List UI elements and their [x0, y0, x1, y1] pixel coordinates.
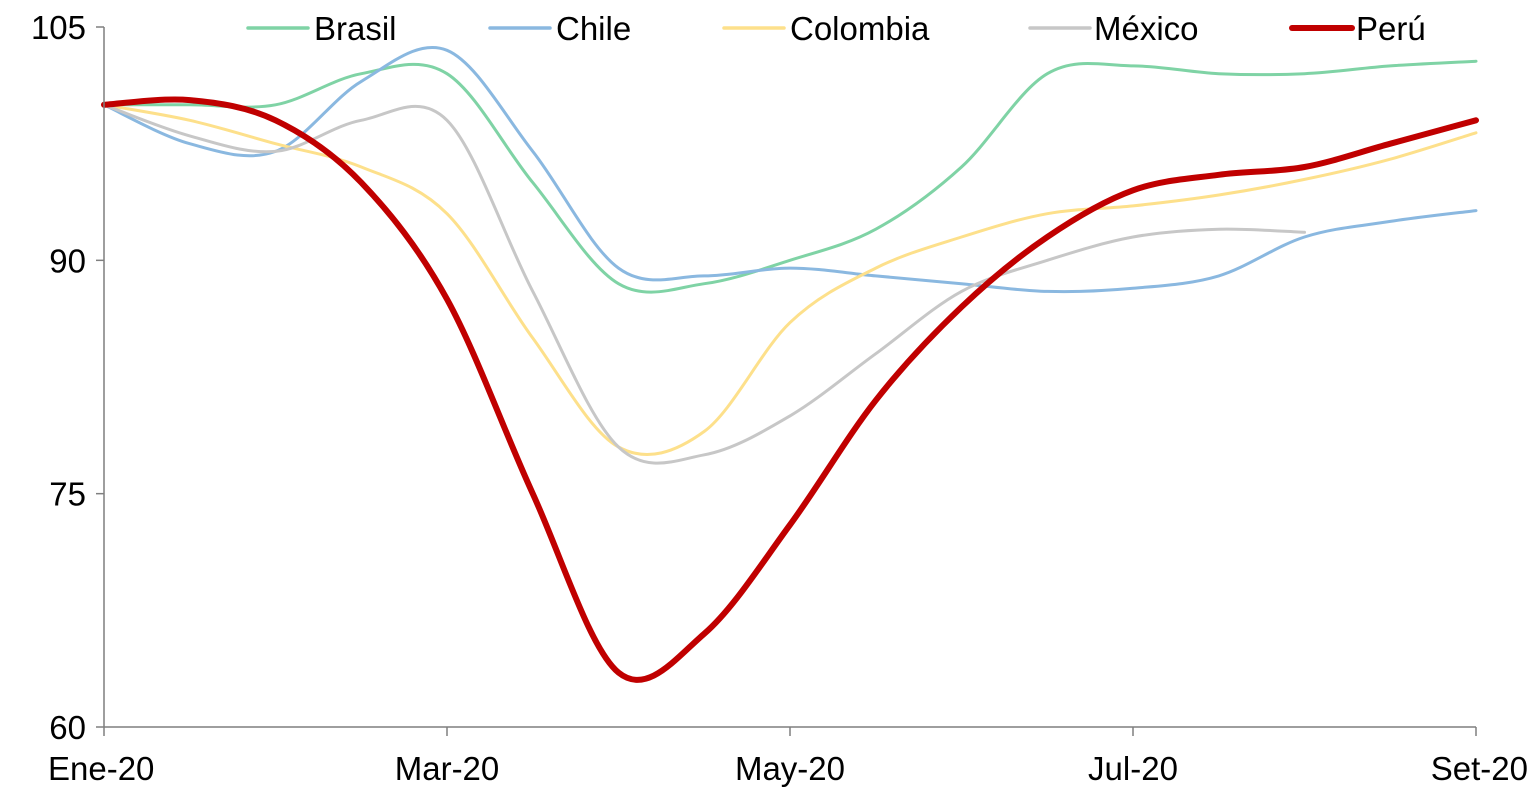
y-tick-label: 75 [49, 476, 86, 513]
y-tick-label: 60 [49, 709, 86, 746]
series-line-peru [101, 96, 1479, 683]
x-tick-label: Set-20 [1431, 750, 1528, 787]
y-tick-label: 105 [31, 9, 86, 46]
legend-label-mexico: México [1094, 10, 1199, 47]
series-line-chile [102, 45, 1478, 294]
x-tick-label: Jul-20 [1088, 750, 1178, 787]
x-tick-label: May-20 [735, 750, 845, 787]
legend: Brasil Chile Colombia México Perú [246, 10, 1426, 47]
legend-label-colombia: Colombia [790, 10, 930, 47]
legend-label-peru: Perú [1356, 10, 1426, 47]
y-tick-label: 90 [49, 242, 86, 279]
x-tick-label: Ene-20 [48, 750, 154, 787]
series-line-colombia [102, 103, 1478, 456]
axes: 60 75 90 105 Ene-20 Mar-20 May-20 Jul-20 Set-20 [31, 9, 1528, 787]
legend-label-brasil: Brasil [314, 10, 397, 47]
series-lines [101, 45, 1479, 683]
series-line-mexico [102, 103, 1306, 465]
legend-label-chile: Chile [556, 10, 631, 47]
series-line-brasil [102, 59, 1478, 294]
x-tick-label: Mar-20 [395, 750, 500, 787]
